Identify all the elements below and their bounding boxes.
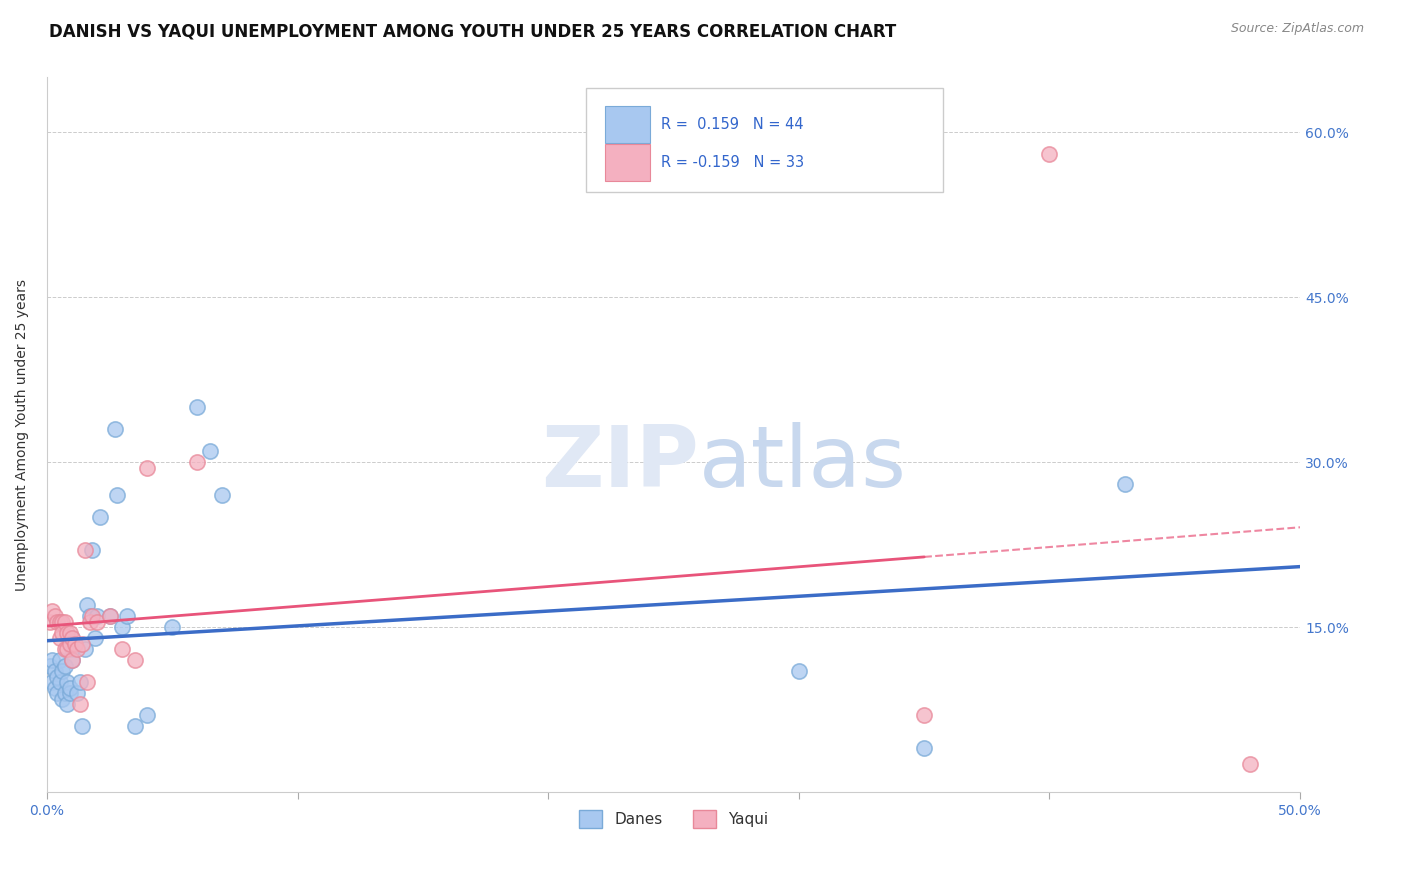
Point: [73, 642, 96, 657]
Point: [787, 664, 810, 678]
Point: [59, 636, 82, 650]
Point: [104, 422, 127, 436]
Point: [59, 681, 82, 695]
Point: [41, 675, 63, 690]
Point: [46, 615, 69, 629]
Point: [98, 609, 121, 624]
Point: [38, 615, 60, 629]
Point: [136, 708, 159, 723]
Point: [51, 664, 73, 678]
Point: [111, 620, 134, 634]
Point: [83, 631, 105, 645]
Point: [69, 697, 91, 711]
Point: [105, 488, 128, 502]
Point: [86, 609, 108, 624]
Point: [38, 658, 60, 673]
Point: [117, 609, 139, 624]
Point: [46, 686, 69, 700]
Point: [48, 653, 70, 667]
Point: [124, 719, 146, 733]
Point: [86, 615, 108, 629]
Point: [198, 444, 221, 458]
Point: [76, 598, 98, 612]
Point: [44, 609, 66, 624]
Point: [41, 604, 63, 618]
Point: [73, 543, 96, 558]
Text: ZIP: ZIP: [541, 422, 699, 505]
Point: [53, 658, 76, 673]
Point: [66, 642, 89, 657]
Point: [1239, 757, 1261, 772]
Point: [51, 691, 73, 706]
Point: [59, 625, 82, 640]
Point: [51, 615, 73, 629]
Legend: Danes, Yaqui: Danes, Yaqui: [572, 804, 775, 834]
Point: [66, 686, 89, 700]
Point: [111, 642, 134, 657]
Point: [60, 631, 83, 645]
Text: R =  0.159   N = 44: R = 0.159 N = 44: [661, 117, 804, 132]
Point: [82, 543, 104, 558]
Point: [44, 664, 66, 678]
Point: [46, 669, 69, 683]
Point: [60, 653, 83, 667]
Point: [53, 686, 76, 700]
Point: [59, 686, 82, 700]
Point: [56, 625, 79, 640]
Point: [56, 697, 79, 711]
Y-axis label: Unemployment Among Youth under 25 years: Unemployment Among Youth under 25 years: [15, 278, 30, 591]
Point: [98, 609, 121, 624]
Point: [79, 615, 101, 629]
Text: R = -0.159   N = 33: R = -0.159 N = 33: [661, 155, 804, 170]
FancyBboxPatch shape: [586, 88, 943, 192]
Point: [136, 460, 159, 475]
Point: [56, 675, 79, 690]
Point: [186, 401, 208, 415]
Point: [79, 609, 101, 624]
Point: [44, 681, 66, 695]
Point: [1114, 477, 1136, 491]
Point: [76, 675, 98, 690]
Point: [60, 631, 83, 645]
Point: [70, 719, 93, 733]
Point: [186, 455, 208, 469]
Point: [60, 642, 83, 657]
Point: [48, 615, 70, 629]
Point: [1038, 147, 1060, 161]
Point: [912, 708, 935, 723]
Point: [124, 653, 146, 667]
Point: [41, 653, 63, 667]
Point: [211, 488, 233, 502]
Point: [48, 675, 70, 690]
Point: [53, 615, 76, 629]
Point: [56, 642, 79, 657]
Point: [89, 510, 111, 524]
Point: [70, 636, 93, 650]
Point: [48, 631, 70, 645]
FancyBboxPatch shape: [605, 106, 650, 144]
Point: [912, 741, 935, 756]
Text: atlas: atlas: [699, 422, 907, 505]
Text: Source: ZipAtlas.com: Source: ZipAtlas.com: [1230, 22, 1364, 36]
Point: [69, 675, 91, 690]
Point: [53, 642, 76, 657]
Point: [51, 625, 73, 640]
Point: [63, 636, 86, 650]
Text: DANISH VS YAQUI UNEMPLOYMENT AMONG YOUTH UNDER 25 YEARS CORRELATION CHART: DANISH VS YAQUI UNEMPLOYMENT AMONG YOUTH…: [49, 22, 897, 40]
Point: [60, 653, 83, 667]
FancyBboxPatch shape: [605, 144, 650, 181]
Point: [82, 609, 104, 624]
Point: [162, 620, 184, 634]
